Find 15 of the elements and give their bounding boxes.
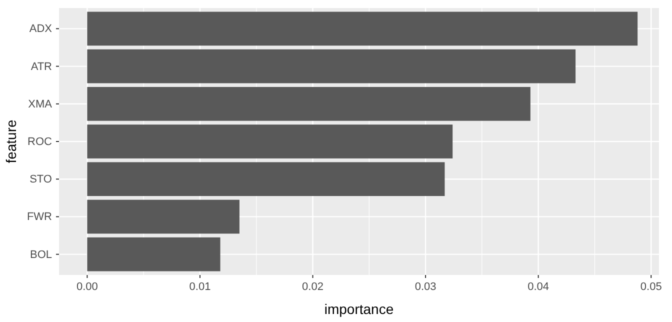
y-tick-label: ROC [28, 136, 52, 148]
x-tick-label: 0.01 [189, 280, 211, 293]
x-axis-title: importance [324, 301, 394, 317]
x-tick-label: 0.03 [414, 280, 436, 293]
x-tick-label: 0.05 [640, 280, 662, 293]
y-tick-label: BOL [30, 248, 52, 261]
y-tick-label: FWR [26, 211, 52, 224]
x-tick-label: 0.02 [302, 280, 324, 293]
y-tick-label: ATR [30, 60, 52, 73]
y-tick-label: STO [30, 174, 52, 186]
y-axis-title: feature [3, 119, 19, 164]
x-tick-label: 0.04 [528, 280, 550, 293]
y-tick-label: XMA [28, 98, 53, 110]
y-tick-label: ADX [29, 23, 53, 36]
x-tick-label: 0.00 [76, 280, 98, 293]
